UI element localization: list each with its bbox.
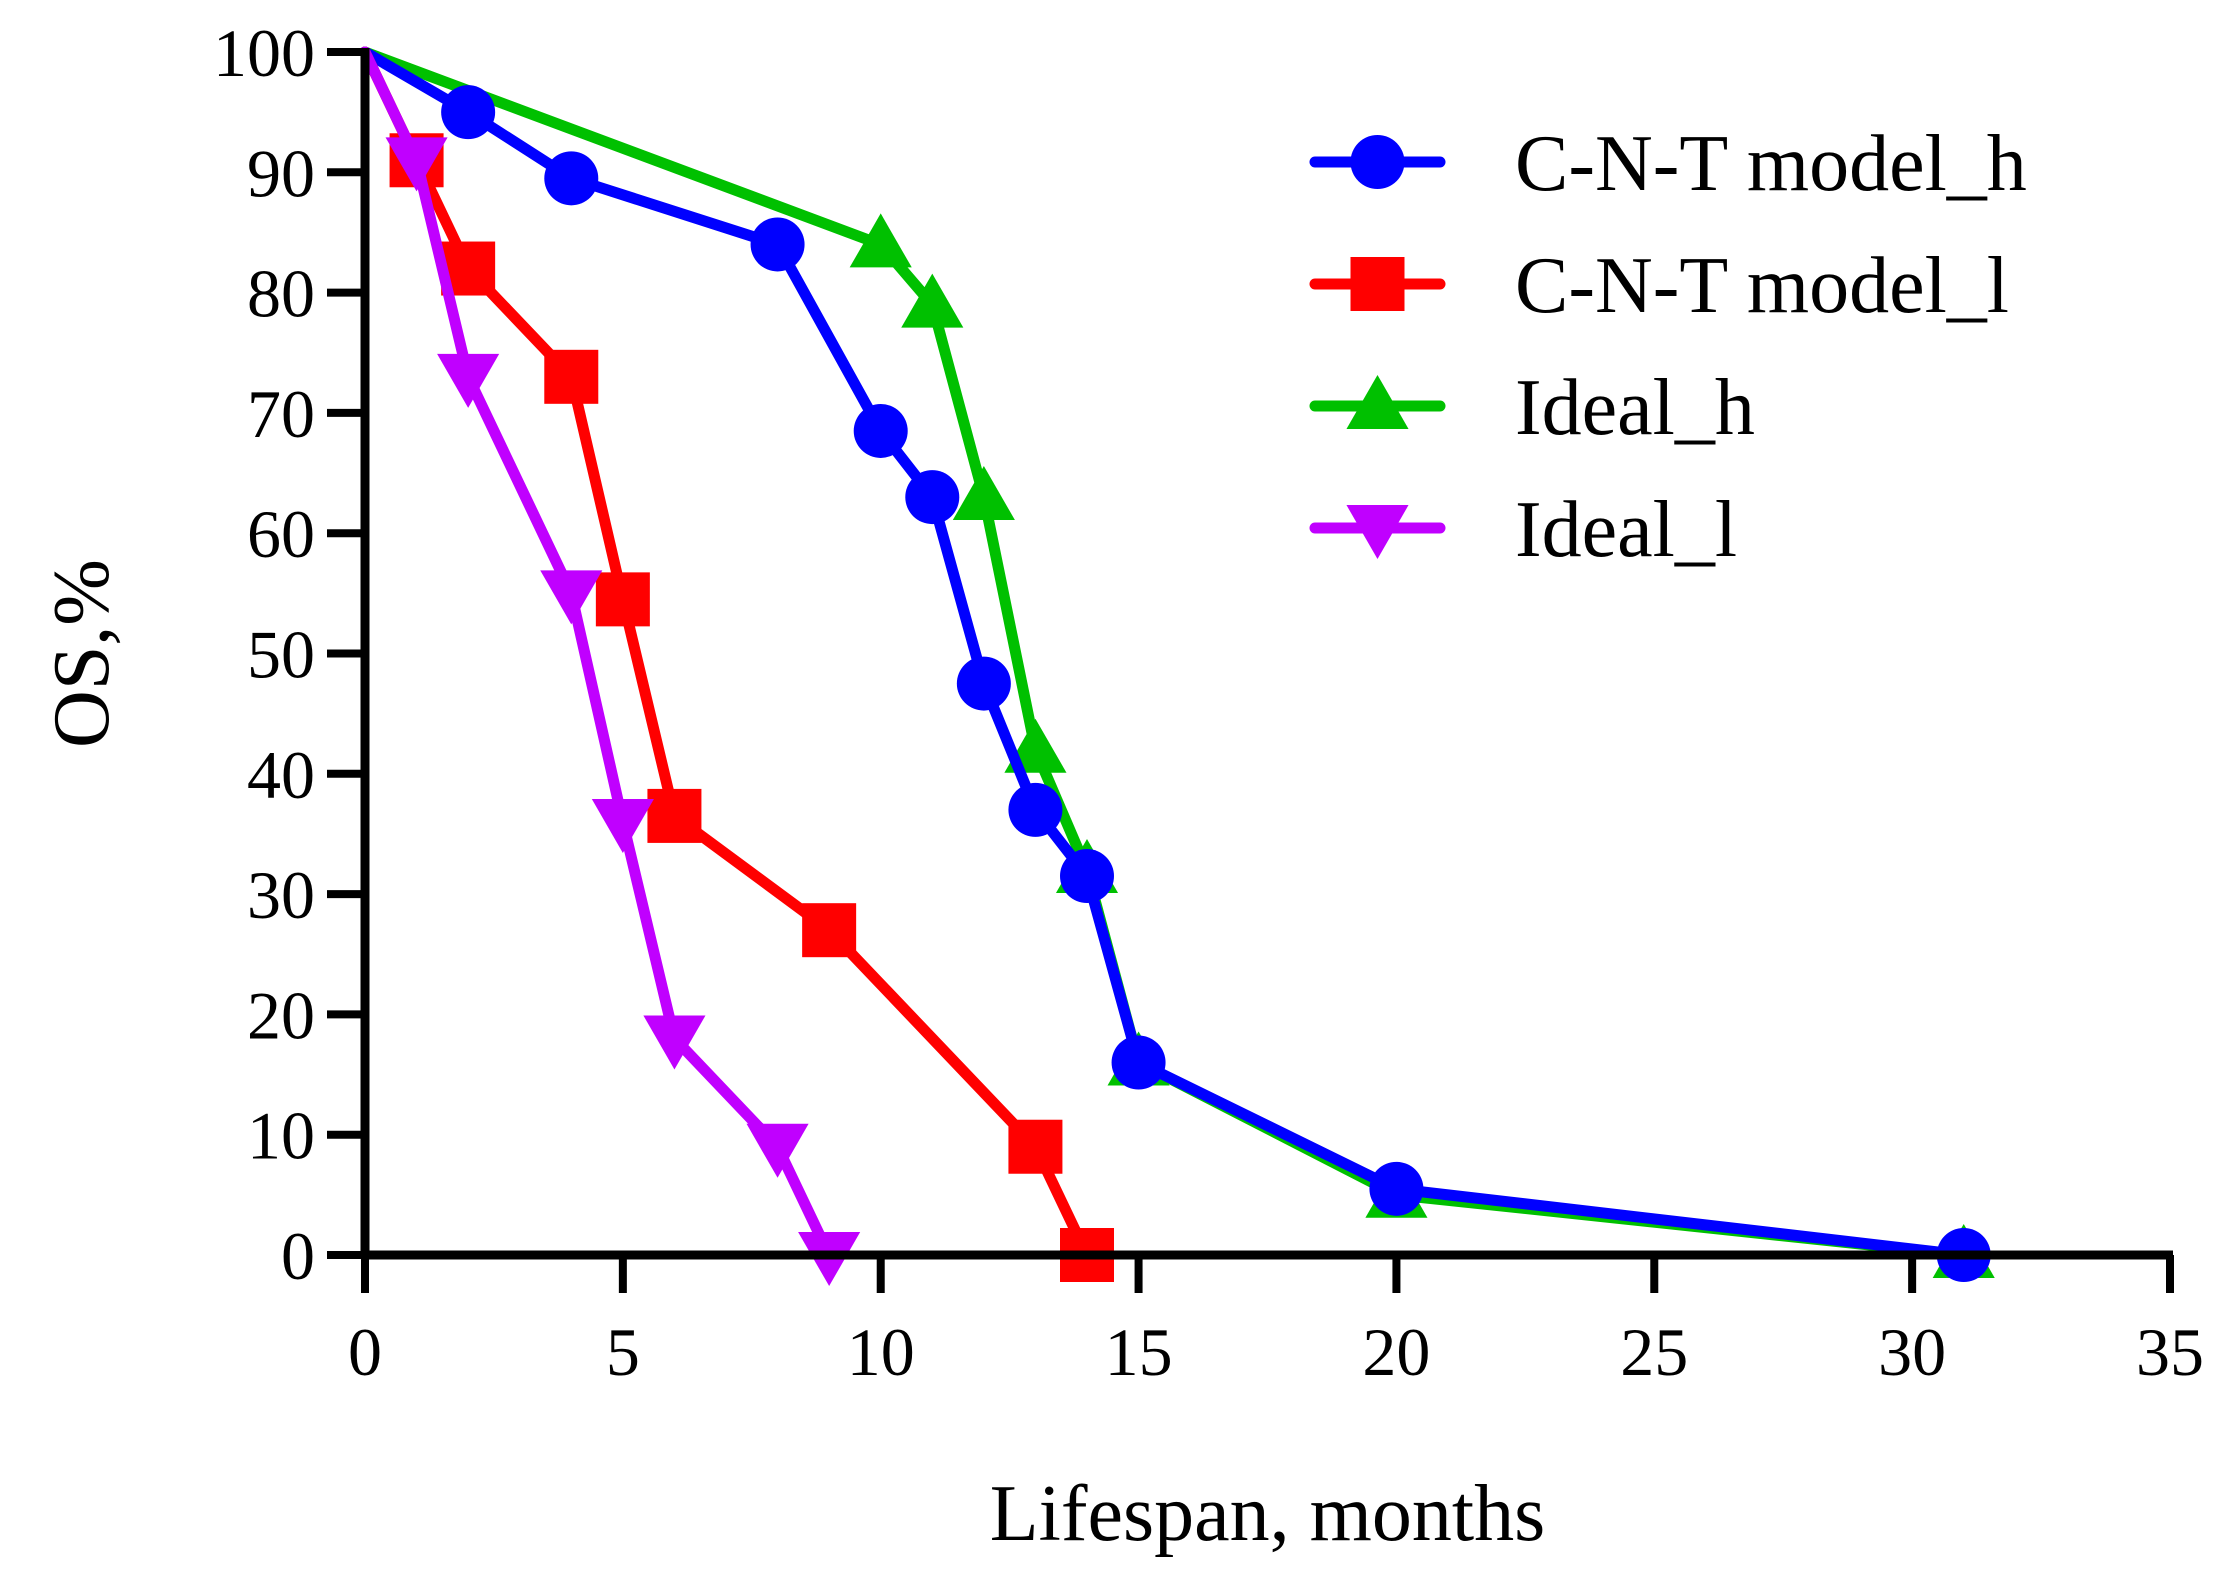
y-tick-label: 10 [247,1098,315,1174]
data-point-c-n-t-model-h [1369,1161,1424,1216]
data-point-c-n-t-model-l [595,572,650,627]
x-tick-label: 20 [1362,1314,1430,1390]
legend: C-N-T model_h C-N-T model_l Ideal_h Ideal_l [1309,120,2027,574]
data-point-ideal-h [901,273,964,328]
legend-marker [1346,505,1409,560]
data-point-c-n-t-model-h [853,403,908,458]
x-axis-title: Lifespan, months [990,1470,1545,1558]
series-ideal-l [359,46,861,1287]
series-line-c-n-t-model-h [359,46,1970,1261]
x-tick-label: 15 [1105,1314,1173,1390]
y-tick-label: 80 [247,256,315,332]
data-point-ideal-l [437,353,500,408]
data-point-c-n-t-model-l [647,788,702,843]
y-tick-label: 100 [213,15,315,91]
legend-marker [1350,135,1405,189]
x-tick-label: 35 [2136,1314,2204,1390]
series-ideal-h [359,46,1995,1278]
legend-label: Ideal_h [1515,364,1755,452]
plot-area [359,46,1995,1287]
data-point-c-n-t-model-h [441,85,496,140]
y-tick-label: 0 [281,1218,315,1294]
data-point-c-n-t-model-h [544,151,599,206]
y-tick-label: 60 [247,496,315,572]
legend-marker [1350,257,1405,311]
y-tick-label: 40 [247,737,315,813]
legend-item-c-n-t-model-l: C-N-T model_l [1309,242,2009,330]
x-tick-label: 25 [1620,1314,1688,1390]
y-tick-label: 30 [247,857,315,933]
legend-label: Ideal_l [1515,486,1737,574]
y-tick-label: 90 [247,135,315,211]
y-tick-label: 20 [247,977,315,1053]
data-point-ideal-l [746,1123,809,1178]
data-point-ideal-l [643,1015,706,1070]
data-point-ideal-l [540,570,603,625]
y-tick-label: 50 [247,617,315,693]
legend-item-ideal-h: Ideal_h [1309,364,1755,452]
x-tick-label: 0 [348,1314,382,1390]
x-tick-label: 5 [606,1314,640,1390]
axes: 0 5 10 15 20 25 30 35 0 10 20 30 40 50 60 70 80 90 100 [213,15,2204,1390]
legend-item-ideal-l: Ideal_l [1309,486,1737,574]
x-tick-label: 10 [847,1314,915,1390]
legend-label: C-N-T model_l [1515,242,2009,330]
data-point-ideal-h [952,466,1015,521]
series-c-n-t-model-h [359,46,1991,1282]
y-tick-label: 70 [247,376,315,452]
x-tick-label: 30 [1878,1314,1946,1390]
data-point-c-n-t-model-l [1008,1119,1063,1174]
data-point-c-n-t-model-h [1060,849,1114,904]
data-point-ideal-l [385,137,448,192]
data-point-ideal-h [849,213,912,268]
data-point-c-n-t-model-h [1111,1035,1166,1090]
legend-item-c-n-t-model-h: C-N-T model_h [1309,120,2027,208]
legend-label: C-N-T model_h [1515,120,2027,208]
data-point-c-n-t-model-l [802,903,857,958]
legend-marker [1346,374,1409,429]
data-point-c-n-t-model-h [905,470,960,525]
y-axis-title: OS,% [38,559,126,748]
data-point-c-n-t-model-h [1008,782,1063,837]
data-point-c-n-t-model-l [544,349,599,404]
data-point-ideal-l [591,798,654,853]
data-point-c-n-t-model-h [956,656,1011,711]
data-point-c-n-t-model-h [750,217,805,272]
